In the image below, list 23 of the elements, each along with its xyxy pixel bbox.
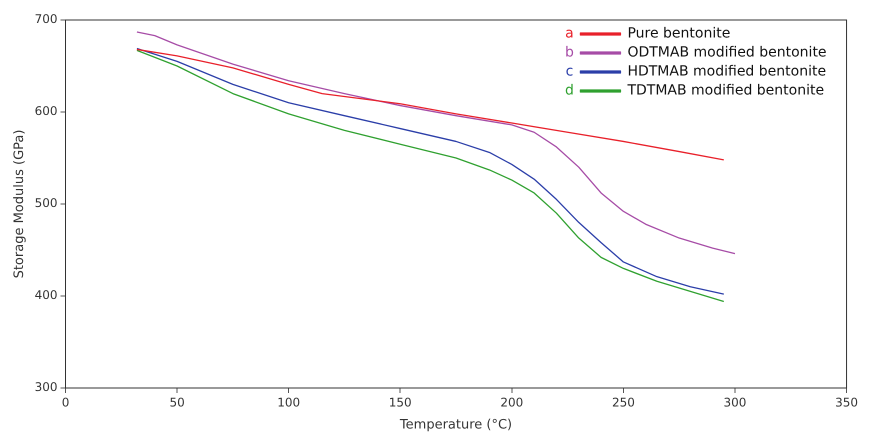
y-axis-title: Storage Modulus (GPa) (12, 130, 28, 278)
x-tick-label: 350 (835, 395, 858, 410)
annotation: d (565, 82, 574, 99)
y-tick-label: 700 (34, 12, 58, 26)
annotation: a (565, 26, 574, 42)
x-tick-label: 0 (62, 395, 70, 410)
legend-label: TDTMAB modified bentonite (626, 82, 824, 99)
y-tick-label: 500 (34, 196, 58, 210)
y-tick-label: 400 (34, 288, 58, 302)
legend-label: HDTMAB modified bentonite (627, 64, 826, 80)
x-tick-label: 200 (500, 395, 524, 410)
annotation: c (566, 64, 574, 80)
x-tick-label: 300 (724, 395, 746, 410)
y-tick-label: 300 (34, 380, 58, 394)
x-tick-label: 150 (388, 395, 412, 410)
x-tick-label: 50 (169, 395, 185, 410)
y-tick-label: 600 (34, 104, 58, 118)
x-tick-label: 250 (612, 395, 635, 410)
legend-label: ODTMAB modified bentonite (627, 44, 827, 61)
annotation: b (565, 44, 574, 61)
x-tick-label: 100 (277, 395, 300, 410)
legend-label: Pure bentonite (627, 26, 730, 42)
x-axis-title: Temperature (°C) (398, 418, 512, 433)
